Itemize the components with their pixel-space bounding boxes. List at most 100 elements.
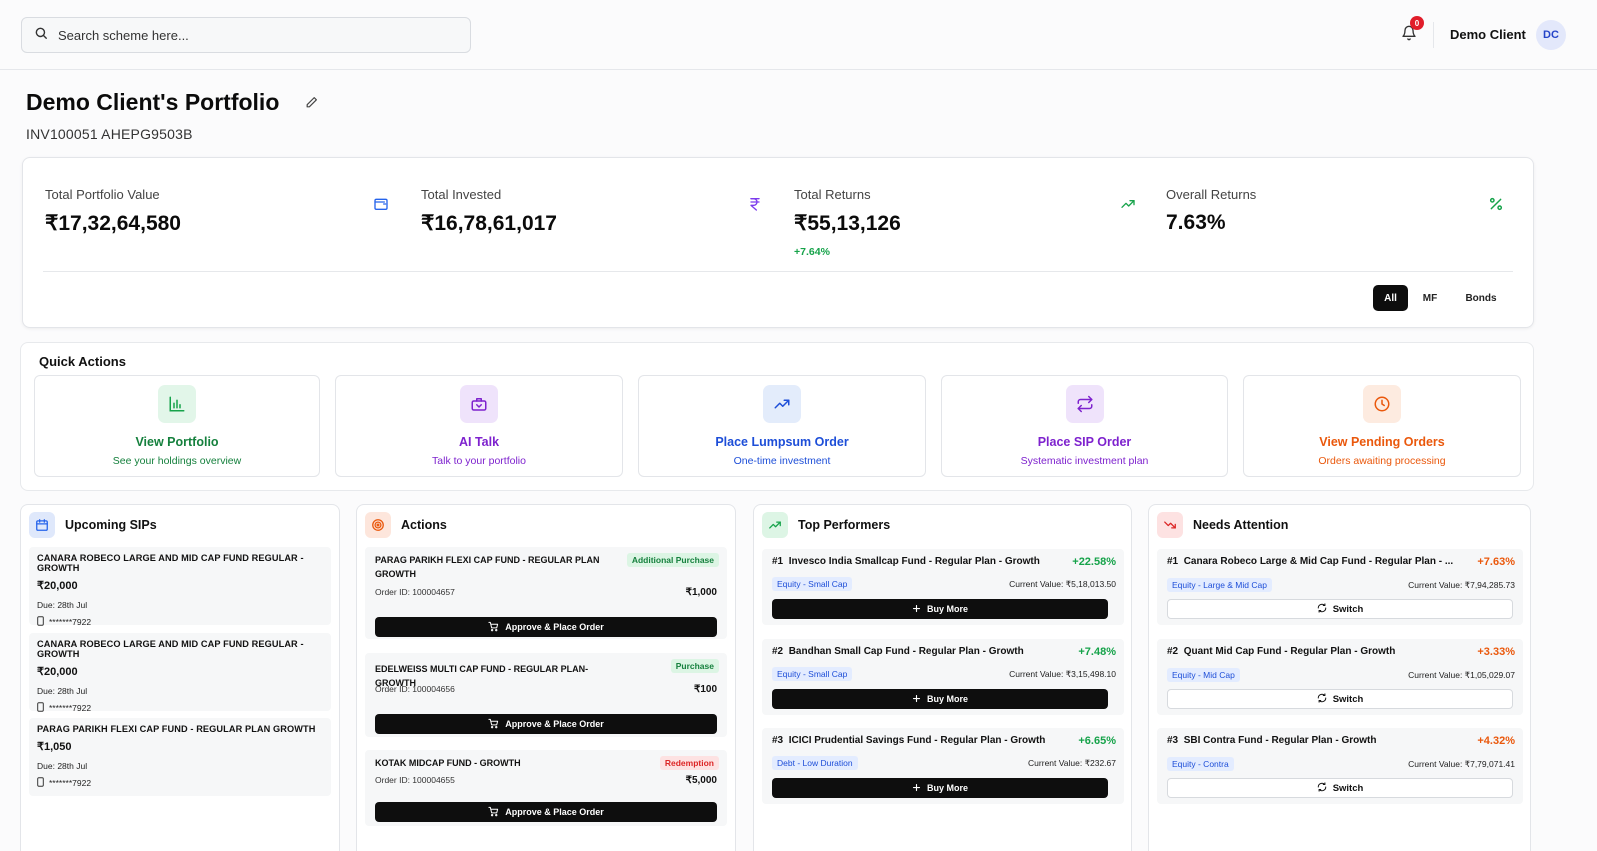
current-value: Current Value: ₹3,15,498.10 xyxy=(1009,669,1116,679)
list-item[interactable]: CANARA ROBECO LARGE AND MID CAP FUND REG… xyxy=(29,547,331,627)
quick-action-title: Place SIP Order xyxy=(1037,435,1132,449)
plus-icon xyxy=(912,694,921,705)
sip-fund-name: CANARA ROBECO LARGE AND MID CAP FUND REG… xyxy=(37,553,304,573)
performer-name: #3 ICICI Prudential Savings Fund - Regul… xyxy=(772,735,1057,746)
stat-value: ₹16,78,61,017 xyxy=(421,212,557,235)
cart-icon xyxy=(488,621,499,634)
briefcase-icon xyxy=(460,385,498,423)
panel-title: Upcoming SIPs xyxy=(65,518,157,532)
sip-due-date: Due: 28th Jul xyxy=(37,761,88,771)
attention-return: +7.63% xyxy=(1477,556,1515,568)
approve-button-label: Approve & Place Order xyxy=(505,807,604,817)
quick-action-title: View Pending Orders xyxy=(1319,435,1445,449)
category-badge: Equity - Small Cap xyxy=(772,577,853,591)
search-input[interactable] xyxy=(58,27,438,43)
trending-up-icon xyxy=(763,385,801,423)
needs-attention-panel: Needs Attention #1 Canara Robeco Large &… xyxy=(1148,504,1531,851)
attention-name: #1 Canara Robeco Large & Mid Cap Fund - … xyxy=(1167,556,1457,567)
refresh-icon xyxy=(1317,602,1327,616)
quick-action-view-pending-orders[interactable]: View Pending Orders Orders awaiting proc… xyxy=(1243,375,1521,477)
list-item: KOTAK MIDCAP FUND - GROWTH Redemption Or… xyxy=(365,750,727,826)
phone-icon xyxy=(37,777,44,789)
panel-title: Needs Attention xyxy=(1193,518,1289,532)
performer-fund-name: Bandhan Small Cap Fund - Regular Plan - … xyxy=(788,646,1024,657)
switch-button[interactable]: Switch xyxy=(1167,599,1513,619)
target-icon xyxy=(365,512,391,538)
sip-amount: ₹20,000 xyxy=(37,580,78,592)
list-item[interactable]: PARAG PARIKH FLEXI CAP FUND - REGULAR PL… xyxy=(29,718,331,796)
attention-fund-name: Quant Mid Cap Fund - Regular Plan - Grow… xyxy=(1183,646,1396,657)
buy-more-button[interactable]: Buy More xyxy=(772,778,1108,798)
approve-place-order-button[interactable]: Approve & Place Order xyxy=(375,714,717,734)
stat-value: ₹55,13,126 xyxy=(794,212,901,235)
action-fund-name: EDELWEISS MULTI CAP FUND - REGULAR PLAN-… xyxy=(375,664,589,688)
filter-bonds[interactable]: Bonds xyxy=(1465,292,1497,304)
buy-more-label: Buy More xyxy=(926,604,968,614)
attention-rank: #2 xyxy=(1167,646,1179,657)
user-name[interactable]: Demo Client xyxy=(1450,27,1526,42)
sip-account: *******7922 xyxy=(37,702,323,714)
current-value: Current Value: ₹5,18,013.50 xyxy=(1009,579,1116,589)
category-badge: Equity - Contra xyxy=(1167,757,1234,771)
refresh-icon xyxy=(1317,692,1327,706)
bell-icon xyxy=(1401,25,1417,46)
quick-actions-title: Quick Actions xyxy=(39,354,126,369)
category-badge: Equity - Large & Mid Cap xyxy=(1167,578,1272,592)
filter-mf[interactable]: MF xyxy=(1422,292,1438,304)
rupee-icon xyxy=(737,186,772,221)
action-fund-name: PARAG PARIKH FLEXI CAP FUND - REGULAR PL… xyxy=(375,555,600,579)
sip-account-number: *******7922 xyxy=(49,778,92,788)
list-item: #1 Invesco India Smallcap Fund - Regular… xyxy=(762,549,1124,625)
quick-action-view-portfolio[interactable]: View Portfolio See your holdings overvie… xyxy=(34,375,320,477)
stat-total-invested: Total Invested ₹16,78,61,017 xyxy=(421,187,557,236)
switch-label: Switch xyxy=(1332,693,1364,705)
performer-fund-name: Invesco India Smallcap Fund - Regular Pl… xyxy=(788,556,1040,567)
current-value: Current Value: ₹7,79,071.41 xyxy=(1408,759,1515,769)
list-item: EDELWEISS MULTI CAP FUND - REGULAR PLAN-… xyxy=(365,653,727,737)
refresh-icon xyxy=(1317,781,1327,795)
panel-header: Upcoming SIPs xyxy=(29,512,157,538)
list-item: #2 Bandhan Small Cap Fund - Regular Plan… xyxy=(762,639,1124,715)
performer-return: +6.65% xyxy=(1078,735,1116,747)
action-amount: ₹100 xyxy=(693,684,717,695)
stat-value: 7.63% xyxy=(1166,211,1226,234)
quick-action-place-lumpsum-order[interactable]: Place Lumpsum Order One-time investment xyxy=(638,375,926,477)
calendar-icon xyxy=(29,512,55,538)
stat-label: Overall Returns xyxy=(1166,187,1257,202)
switch-label: Switch xyxy=(1332,603,1364,615)
search-box[interactable] xyxy=(21,17,471,53)
plus-icon xyxy=(912,604,921,615)
sip-fund-name: CANARA ROBECO LARGE AND MID CAP FUND REG… xyxy=(37,639,304,659)
switch-button[interactable]: Switch xyxy=(1167,689,1513,709)
plus-icon xyxy=(912,783,921,794)
quick-action-place-sip-order[interactable]: Place SIP Order Systematic investment pl… xyxy=(941,375,1228,477)
performer-return: +7.48% xyxy=(1078,646,1116,658)
switch-button[interactable]: Switch xyxy=(1167,778,1513,798)
notification-bell[interactable]: 0 xyxy=(1398,16,1424,46)
portfolio-stats-card: Total Portfolio Value ₹17,32,64,580 Tota… xyxy=(22,157,1534,328)
stat-value: ₹17,32,64,580 xyxy=(45,212,181,235)
category-badge: Debt - Low Duration xyxy=(772,756,858,770)
edit-icon[interactable] xyxy=(305,96,318,114)
buy-more-button[interactable]: Buy More xyxy=(772,689,1108,709)
switch-label: Switch xyxy=(1332,782,1364,794)
action-order-id: Order ID: 100004655 xyxy=(375,775,455,785)
buy-more-button[interactable]: Buy More xyxy=(772,599,1108,619)
performer-name: #1 Invesco India Smallcap Fund - Regular… xyxy=(772,556,1052,567)
quick-action-ai-talk[interactable]: AI Talk Talk to your portfolio xyxy=(335,375,623,477)
attention-fund-name: Canara Robeco Large & Mid Cap Fund - Reg… xyxy=(1183,556,1454,567)
category-badge: Equity - Small Cap xyxy=(772,667,853,681)
performer-return: +22.58% xyxy=(1072,556,1116,568)
list-item[interactable]: CANARA ROBECO LARGE AND MID CAP FUND REG… xyxy=(29,633,331,714)
avatar[interactable]: DC xyxy=(1536,20,1566,50)
quick-action-title: Place Lumpsum Order xyxy=(715,435,849,449)
performer-name: #2 Bandhan Small Cap Fund - Regular Plan… xyxy=(772,646,1052,657)
approve-place-order-button[interactable]: Approve & Place Order xyxy=(375,617,717,637)
filter-all[interactable]: All xyxy=(1373,285,1408,311)
top-bar: 0 Demo Client DC xyxy=(0,0,1597,70)
wallet-icon xyxy=(363,186,398,221)
attention-name: #2 Quant Mid Cap Fund - Regular Plan - G… xyxy=(1167,646,1457,657)
panel-title: Top Performers xyxy=(798,518,891,532)
panel-header: Top Performers xyxy=(762,512,890,538)
approve-place-order-button[interactable]: Approve & Place Order xyxy=(375,802,717,822)
